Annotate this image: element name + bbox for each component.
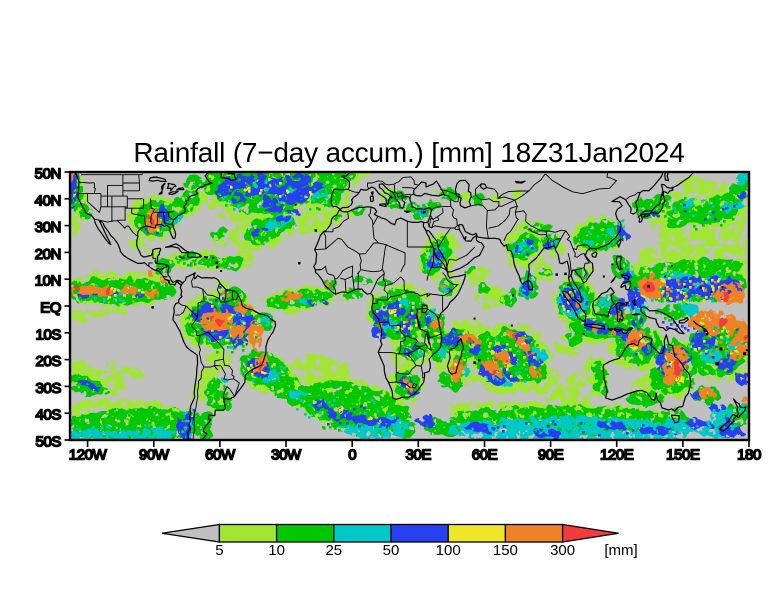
svg-text:10S: 10S (36, 326, 62, 343)
svg-text:300: 300 (550, 542, 575, 559)
svg-text:180: 180 (737, 447, 761, 464)
svg-text:120W: 120W (69, 447, 108, 464)
svg-text:50N: 50N (35, 166, 61, 183)
svg-text:[mm]: [mm] (604, 542, 637, 559)
svg-text:5: 5 (215, 542, 223, 559)
svg-text:150: 150 (493, 542, 518, 559)
svg-text:30E: 30E (406, 447, 432, 464)
svg-text:Rainfall (7−day accum.) [mm] 1: Rainfall (7−day accum.) [mm] 18Z31Jan202… (133, 137, 684, 168)
svg-text:0: 0 (348, 447, 356, 464)
svg-text:20S: 20S (36, 353, 62, 370)
svg-text:30W: 30W (271, 447, 302, 464)
svg-text:40S: 40S (36, 407, 62, 424)
svg-text:50S: 50S (36, 434, 62, 451)
svg-text:60W: 60W (205, 447, 236, 464)
svg-text:EQ: EQ (40, 300, 61, 317)
svg-text:150E: 150E (666, 447, 700, 464)
svg-text:120E: 120E (600, 447, 634, 464)
svg-text:90E: 90E (538, 447, 564, 464)
svg-text:40N: 40N (35, 192, 61, 209)
svg-text:30N: 30N (35, 219, 61, 236)
svg-text:60E: 60E (472, 447, 498, 464)
svg-text:50: 50 (383, 542, 400, 559)
svg-text:10N: 10N (35, 273, 61, 290)
svg-text:90W: 90W (139, 447, 170, 464)
svg-text:100: 100 (436, 542, 461, 559)
svg-text:10: 10 (268, 542, 285, 559)
svg-text:30S: 30S (36, 380, 62, 397)
svg-text:20N: 20N (35, 246, 61, 263)
svg-text:25: 25 (325, 542, 342, 559)
